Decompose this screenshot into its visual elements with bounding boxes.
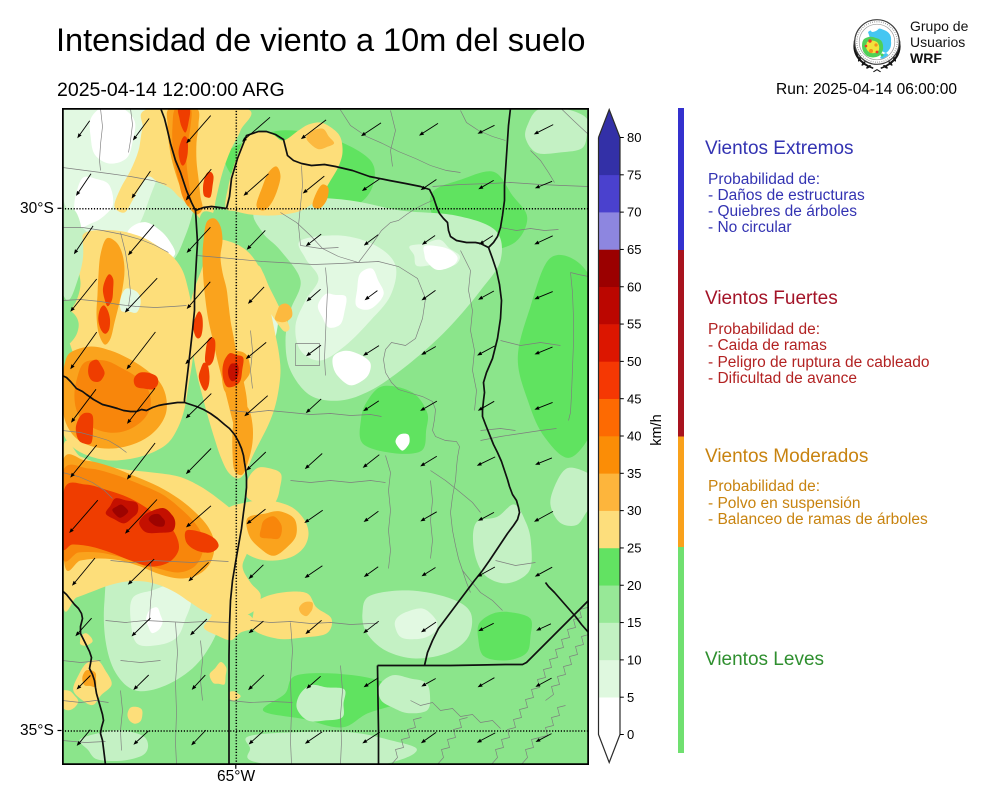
svg-text:75: 75 <box>627 167 641 182</box>
svg-text:25: 25 <box>627 541 641 556</box>
svg-text:30: 30 <box>627 503 641 518</box>
svg-text:70: 70 <box>627 205 641 220</box>
svg-text:55: 55 <box>627 317 641 332</box>
svg-text:5: 5 <box>627 690 634 705</box>
svg-text:20: 20 <box>627 578 641 593</box>
svg-text:10: 10 <box>627 652 641 667</box>
svg-text:0: 0 <box>627 727 634 742</box>
svg-text:40: 40 <box>627 429 641 444</box>
svg-text:80: 80 <box>627 130 641 145</box>
svg-text:60: 60 <box>627 279 641 294</box>
svg-text:15: 15 <box>627 615 641 630</box>
svg-text:45: 45 <box>627 391 641 406</box>
svg-text:km/h: km/h <box>649 414 665 445</box>
svg-text:50: 50 <box>627 354 641 369</box>
svg-text:65: 65 <box>627 242 641 257</box>
svg-text:35: 35 <box>627 466 641 481</box>
